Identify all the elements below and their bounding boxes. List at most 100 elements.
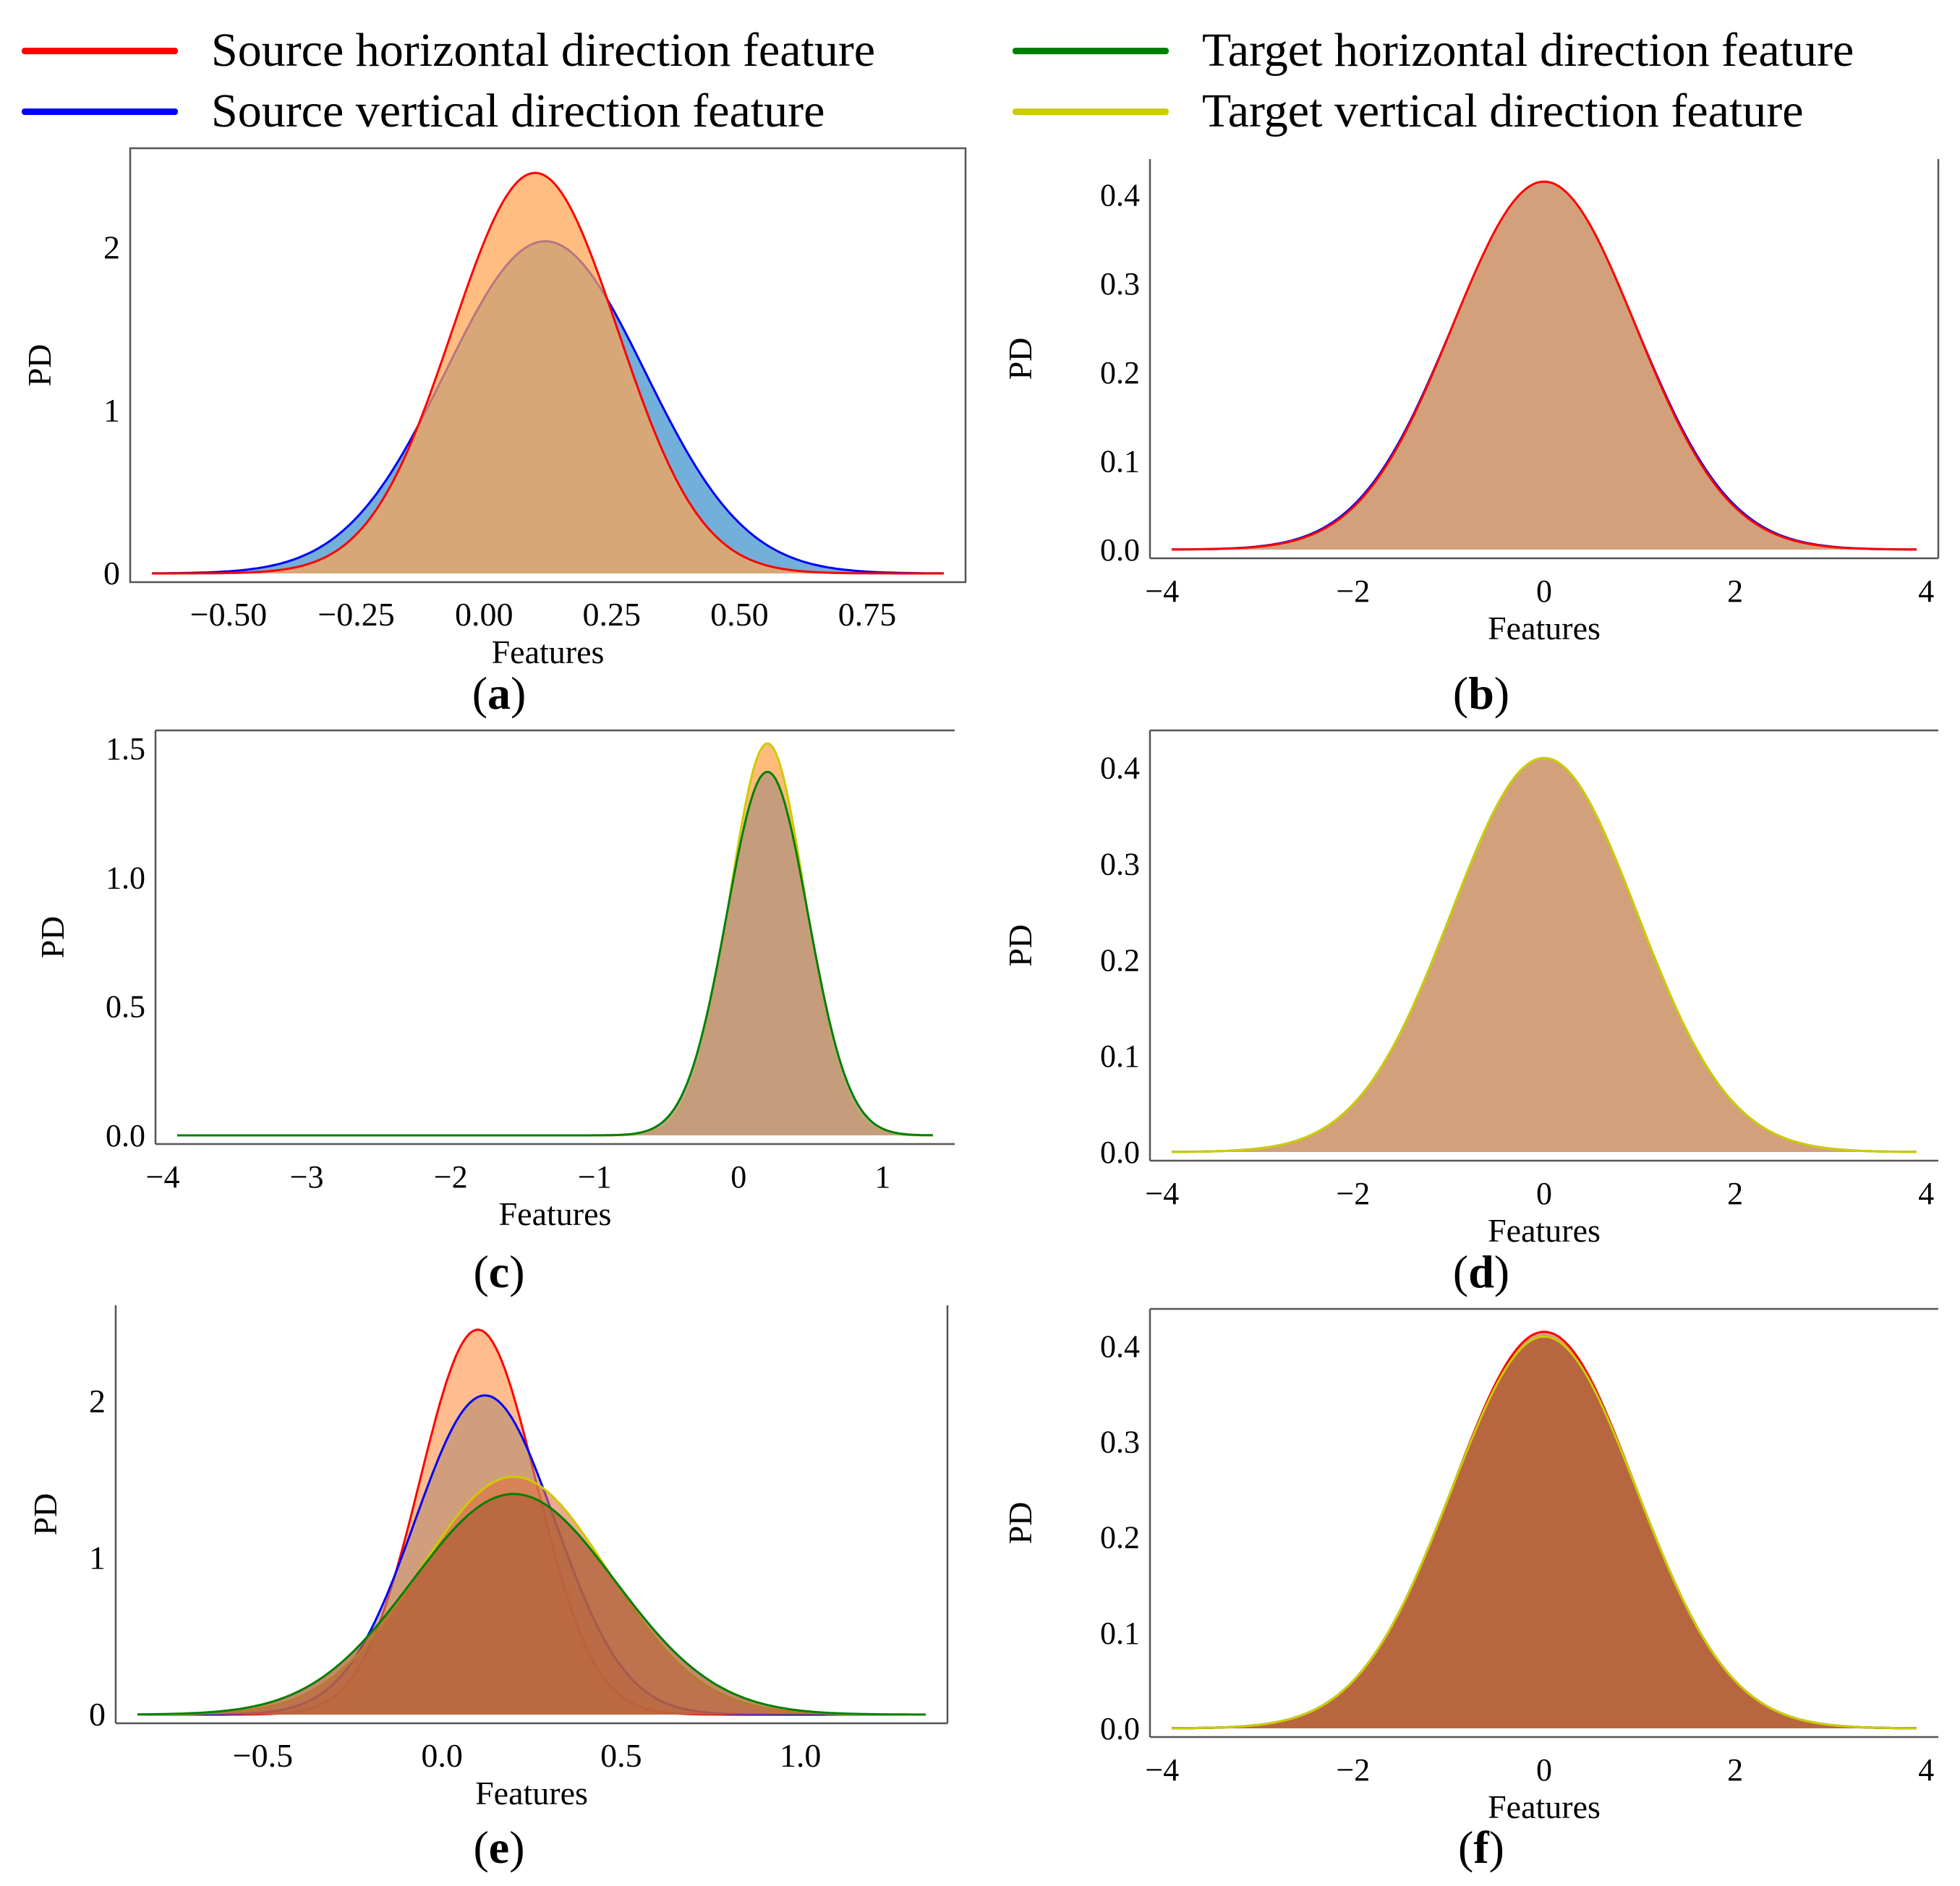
- x-tick-label: 0.50: [710, 596, 769, 633]
- y-tick-label: 0.1: [1100, 443, 1140, 479]
- y-tick-label: 2: [103, 229, 120, 266]
- y-tick-label: 1.5: [106, 731, 145, 767]
- y-axis-label: PD: [1002, 338, 1039, 380]
- x-axis-label: Features: [1488, 610, 1601, 647]
- axes-frame: [114, 1305, 949, 1725]
- x-tick-label: 0: [1536, 1176, 1552, 1211]
- x-axis-label: Features: [1488, 1212, 1601, 1249]
- x-tick-label: −2: [1336, 573, 1370, 609]
- y-tick-label: 0.0: [1100, 1135, 1140, 1170]
- density-line-target-vertical-direction-feature: [1172, 1335, 1917, 1730]
- x-tick-label: −3: [290, 1159, 324, 1195]
- y-tick-label: 0.4: [1100, 178, 1140, 213]
- chart-panel-f: −4 −2 0 2 4 0.0 0.1 0.2 0.3 0.4 Features PD: [1002, 1307, 1938, 1825]
- y-axis-label: PD: [1002, 924, 1039, 967]
- axes-frame: [1149, 159, 1940, 560]
- caption-e: (e): [473, 1822, 525, 1873]
- legend-swatch: [22, 108, 178, 115]
- legend-item-source-vertical: Source vertical direction feature: [22, 82, 984, 140]
- chart-panel-c: −4 −3 −2 −1 0 1 0.0 0.5 1.0 1.5 Features PD: [34, 729, 955, 1232]
- legend-swatch: [22, 48, 178, 54]
- y-tick-label: 2: [89, 1383, 106, 1420]
- caption-f: (f): [1458, 1822, 1504, 1873]
- x-tick-label: 2: [1727, 1752, 1743, 1788]
- y-tick-label: 0.2: [1100, 942, 1140, 978]
- x-tick-label: −0.25: [318, 596, 394, 633]
- x-tick-label: 4: [1918, 573, 1934, 609]
- x-tick-label: −4: [1145, 1752, 1179, 1788]
- y-tick-label: 0: [89, 1696, 106, 1733]
- x-tick-label: 1: [874, 1159, 890, 1195]
- x-tick-label: −1: [578, 1159, 612, 1195]
- y-tick-label: 0.4: [1100, 1328, 1140, 1364]
- y-axis-label: PD: [34, 916, 71, 959]
- density-line-target-horizontal-direction-feature: [177, 770, 934, 1137]
- y-tick-label: 0.1: [1100, 1616, 1140, 1651]
- y-tick-label: 1.0: [106, 860, 145, 895]
- density-area-source-horizontal-direction-feature: [1172, 182, 1917, 550]
- y-tick-label: 0.2: [1100, 355, 1140, 391]
- chart-panel-d: −4 −2 0 2 4 0.0 0.1 0.2 0.3 0.4 Features PD: [1002, 729, 1938, 1249]
- x-axis-label: Features: [492, 633, 605, 670]
- y-tick-label: 0.5: [106, 989, 145, 1025]
- caption-b: (b): [1452, 667, 1510, 719]
- x-tick-label: 0: [1536, 573, 1552, 609]
- axes-box: [129, 147, 967, 584]
- legend-item-source-horizontal: Source horizontal direction feature: [22, 22, 984, 80]
- y-axis-label: PD: [21, 344, 58, 387]
- density-area-target-horizontal-direction-feature: [177, 772, 933, 1135]
- y-tick-label: 0.4: [1100, 751, 1140, 786]
- y-tick-label: 0.3: [1100, 846, 1140, 882]
- legend: Source horizontal direction feature Sour…: [0, 0, 1960, 145]
- axes-frame: [1149, 729, 1938, 1162]
- y-tick-label: 0.2: [1100, 1520, 1140, 1556]
- density-area-target-horizontal-direction-feature: [137, 1493, 926, 1715]
- x-tick-label: 0: [730, 1159, 746, 1195]
- y-tick-label: 1: [89, 1540, 106, 1576]
- x-tick-label: 0.00: [455, 596, 514, 633]
- axes-frame: [154, 729, 955, 1145]
- x-axis-label: Features: [475, 1775, 588, 1812]
- y-tick-label: 0.3: [1100, 266, 1140, 302]
- legend-item-target-horizontal: Target horizontal direction feature: [1013, 22, 1953, 80]
- y-tick-label: 1: [103, 392, 120, 429]
- y-axis-label: PD: [1002, 1502, 1039, 1545]
- density-line-source-horizontal-direction-feature: [152, 171, 944, 575]
- x-tick-label: −4: [1145, 573, 1179, 609]
- density-line-target-horizontal-direction-feature: [137, 1493, 926, 1716]
- y-tick-label: 0.0: [106, 1118, 145, 1153]
- caption-a: (a): [472, 667, 527, 719]
- x-tick-label: 2: [1727, 1176, 1743, 1211]
- density-area-target-vertical-direction-feature: [1172, 1336, 1917, 1728]
- legend-label: Source horizontal direction feature: [211, 24, 876, 77]
- chart-panel-a: −0.50 −0.25 0.00 0.25 0.50 0.75 0 1 2 Features PD: [21, 147, 967, 670]
- x-tick-label: −0.50: [190, 596, 267, 633]
- legend-label: Target horizontal direction feature: [1202, 24, 1854, 77]
- y-axis-label: PD: [27, 1493, 64, 1536]
- x-axis-label: Features: [1488, 1788, 1601, 1825]
- chart-panel-b: −4 −2 0 2 4 0.0 0.1 0.2 0.3 0.4 Features PD: [1002, 159, 1940, 647]
- y-tick-label: 0.3: [1100, 1425, 1140, 1460]
- density-line-source-horizontal-direction-feature: [1171, 180, 1917, 551]
- axes-frame: [129, 147, 967, 584]
- x-tick-label: 2: [1727, 573, 1743, 609]
- legend-swatch: [1013, 108, 1169, 115]
- x-tick-label: 0.0: [421, 1737, 463, 1774]
- x-tick-label: 4: [1918, 1752, 1934, 1788]
- x-tick-label: 4: [1918, 1176, 1934, 1211]
- x-tick-label: 1.0: [780, 1737, 822, 1774]
- x-tick-label: −4: [1145, 1176, 1179, 1211]
- y-tick-label: 0: [103, 555, 120, 592]
- x-tick-label: −4: [146, 1159, 180, 1195]
- y-tick-label: 0.1: [1100, 1038, 1140, 1074]
- legend-item-target-vertical: Target vertical direction feature: [1013, 82, 1953, 140]
- x-tick-label: 0.75: [838, 596, 897, 633]
- x-tick-label: −2: [1336, 1752, 1370, 1788]
- x-axis-label: Features: [499, 1195, 612, 1232]
- density-area-source-horizontal-direction-feature: [152, 173, 944, 573]
- caption-c: (c): [473, 1246, 525, 1297]
- x-tick-label: 0: [1536, 1752, 1552, 1788]
- density-area-target-vertical-direction-feature: [1172, 758, 1917, 1152]
- chart-panel-e: −0.5 0.0 0.5 1.0 0 1 2 Features PD: [27, 1305, 949, 1812]
- y-tick-label: 0.0: [1100, 1711, 1140, 1746]
